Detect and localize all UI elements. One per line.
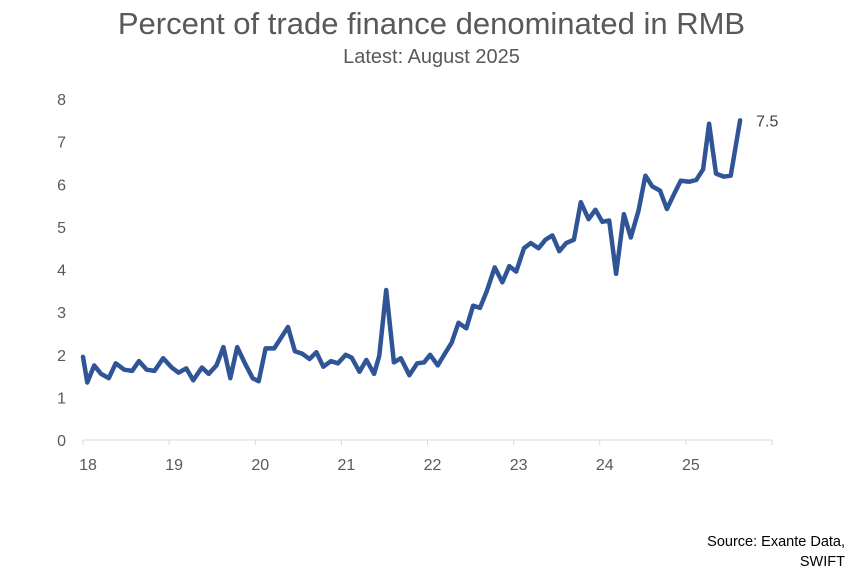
end-value-label: 7.5 [756, 113, 778, 130]
x-tick-label: 22 [424, 457, 442, 474]
x-tick-label: 19 [165, 457, 183, 474]
y-tick-label: 1 [57, 390, 66, 407]
x-tick-label: 21 [337, 457, 355, 474]
y-tick-label: 2 [57, 348, 66, 365]
source-note: Source: Exante Data, SWIFT [707, 532, 845, 572]
y-tick-label: 7 [57, 135, 66, 152]
x-tick-label: 24 [596, 457, 614, 474]
x-tick-label: 20 [251, 457, 269, 474]
y-tick-label: 3 [57, 305, 66, 322]
y-tick-label: 6 [57, 177, 66, 194]
y-tick-label: 4 [57, 263, 66, 280]
chart-title: Percent of trade finance denominated in … [117, 6, 746, 41]
x-tick-label: 23 [510, 457, 528, 474]
source-note-line: Source: Exante Data, [707, 534, 845, 550]
x-axis: 18 19 20 21 22 23 24 25 [79, 439, 773, 474]
y-tick-label: 8 [57, 92, 66, 109]
x-tick-label: 25 [682, 457, 700, 474]
series-line [80, 118, 743, 385]
chart-subtitle: Latest: August 2025 [343, 46, 520, 68]
annotation-layer: 7.5 [756, 113, 778, 130]
y-tick-label: 5 [57, 220, 66, 237]
source-note-line: SWIFT [799, 554, 845, 570]
y-tick-label: 0 [57, 433, 66, 450]
y-axis-tick-labels: 0 1 2 3 4 5 6 7 8 [57, 92, 66, 450]
series-layer [80, 118, 743, 385]
x-tick-label: 18 [79, 457, 97, 474]
